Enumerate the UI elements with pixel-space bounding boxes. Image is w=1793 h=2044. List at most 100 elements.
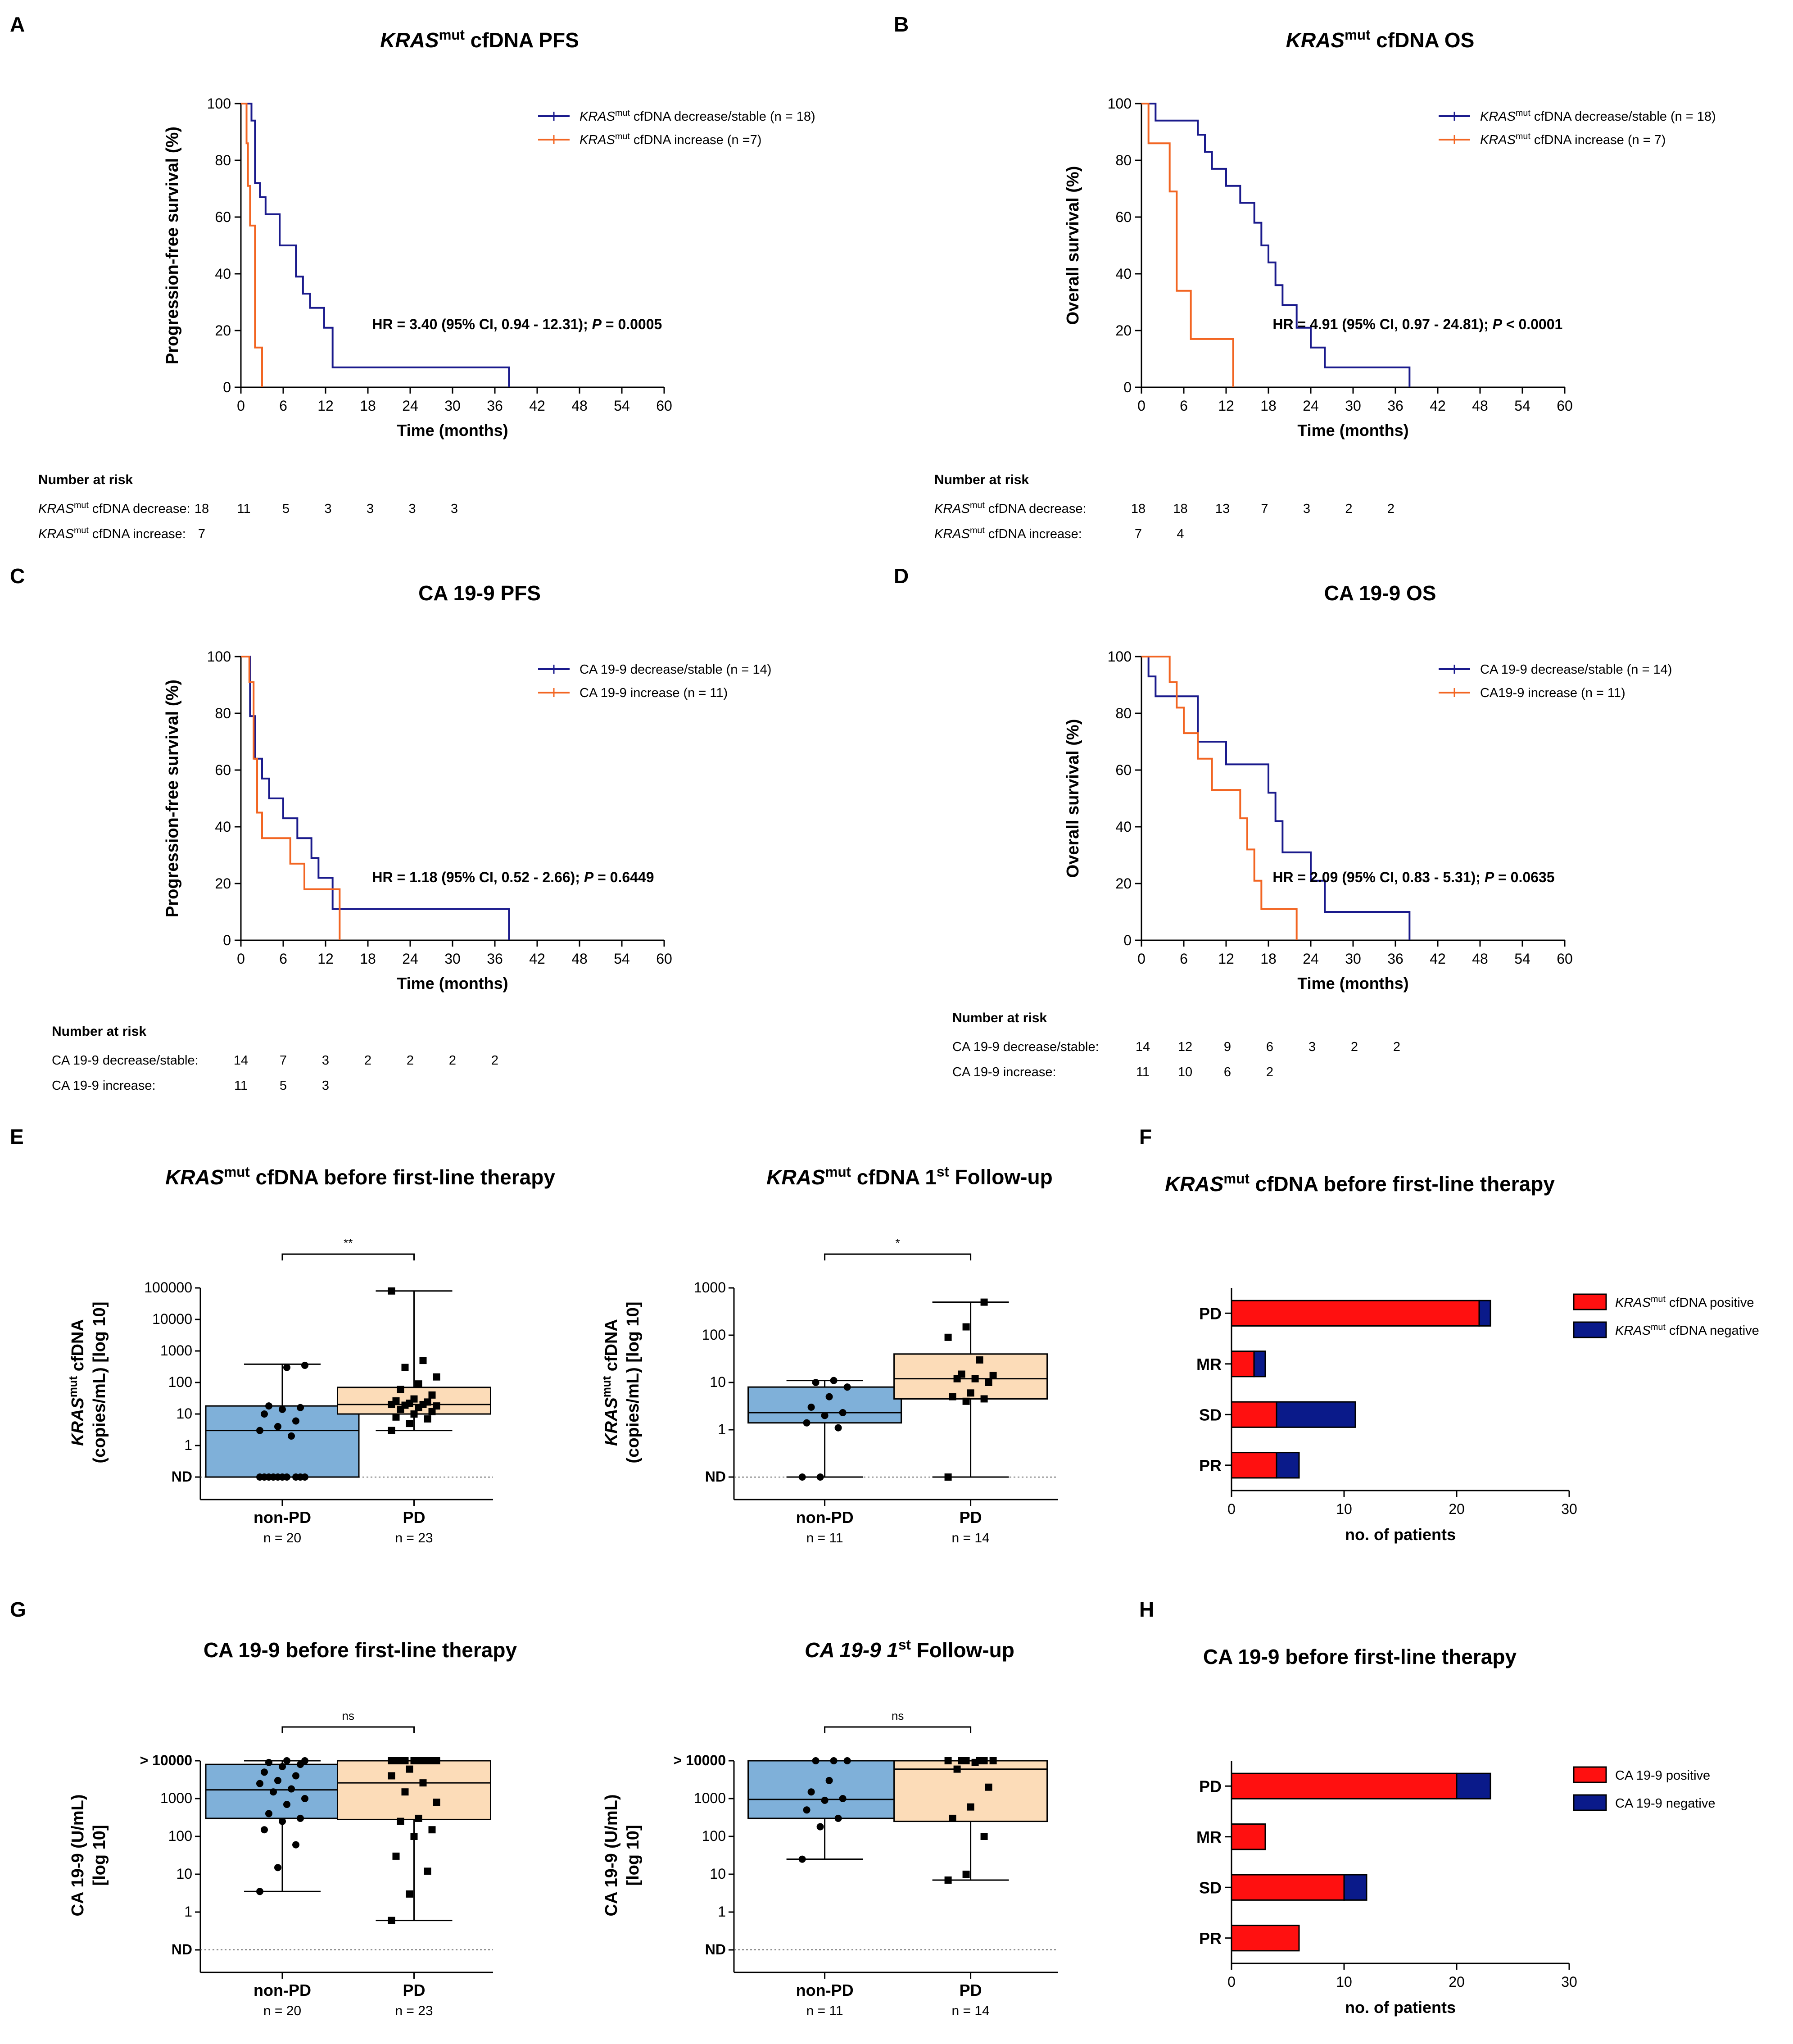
data-point [958, 1370, 965, 1378]
category-label: PR [1199, 1456, 1222, 1475]
p-value: = 0.0005 [602, 316, 662, 332]
data-point [424, 1398, 431, 1406]
x-tick-label: 12 [317, 951, 334, 967]
risk-value: 11 [237, 502, 250, 516]
x-tick-label: 6 [1180, 951, 1188, 967]
legend-swatch [1573, 1794, 1607, 1811]
legend-label-sup: mut [1651, 1294, 1666, 1304]
data-point [812, 1379, 820, 1386]
ylabel-sup: mut [67, 1376, 80, 1397]
risk-value: 7 [198, 527, 205, 541]
data-point [388, 1772, 395, 1780]
data-point [798, 1473, 806, 1481]
data-point [415, 1814, 422, 1822]
data-point [288, 1785, 295, 1793]
x-tick-label: 36 [487, 398, 503, 414]
y-tick-label: 10 [176, 1866, 192, 1882]
hr-annotation: HR = 1.18 (95% CI, 0.52 - 2.66); P = 0.6… [372, 869, 654, 885]
chart-title: CA 19-9 1st Follow-up [805, 1637, 1014, 1662]
y-axis-label: Overall survival (%) [1064, 166, 1082, 325]
group-label: non-PD [796, 1981, 854, 1999]
x-tick-label: 24 [1303, 398, 1319, 414]
y-tick-label: 10 [710, 1866, 726, 1882]
chart-title-sup: mut [825, 1164, 851, 1180]
risk-value: 2 [1387, 502, 1395, 516]
risk-value: 18 [1173, 502, 1187, 516]
risk-row-label-sup: mut [74, 526, 89, 535]
x-axis-label: no. of patients [1345, 1525, 1456, 1544]
box-iqr [205, 1763, 360, 1819]
chart-title-sup: mut [439, 27, 465, 43]
x-tick-label: 10 [1336, 1501, 1352, 1517]
x-tick-label: 36 [1387, 398, 1404, 414]
chart-title-rest2: Follow-up [949, 1165, 1053, 1189]
data-point [288, 1432, 295, 1440]
chart-title-main: CA 19-9 PFS [418, 581, 541, 605]
data-point [428, 1408, 436, 1415]
box-iqr [337, 1760, 491, 1820]
p-label: P [592, 316, 602, 332]
risk-header: Number at risk [52, 1024, 146, 1039]
x-tick-label: 24 [402, 398, 418, 414]
hr-annotation: HR = 3.40 (95% CI, 0.94 - 12.31); P = 0.… [372, 316, 662, 332]
x-tick-label: 48 [1472, 951, 1488, 967]
data-point [270, 1473, 277, 1481]
km-curve-1 [1141, 103, 1234, 387]
legend-label-rest: cfDNA increase (n = 7) [1530, 133, 1666, 147]
significance-bracket [824, 1726, 972, 1733]
legend-label-rest: cfDNA increase (n =7) [630, 133, 762, 147]
bar-segment-1 [1343, 1874, 1367, 1901]
risk-row-label: KRASmut cfDNA increase: [38, 526, 186, 541]
significance-label: ns [892, 1709, 904, 1722]
y-tick-label: 1 [718, 1421, 726, 1437]
data-point [419, 1357, 427, 1364]
y-tick-label: 1000 [694, 1790, 726, 1806]
y-tick-label: 100 [207, 95, 231, 112]
legend-label-main: CA19-9 increase (n = 11) [1480, 686, 1625, 700]
risk-row-label: CA 19-9 increase: [952, 1065, 1056, 1079]
data-point [392, 1413, 400, 1421]
chart-title-rest: cfDNA before first-line therapy [1250, 1172, 1555, 1196]
group-n-label: n = 23 [395, 2003, 433, 2018]
y-tick-label: 1 [718, 1904, 726, 1920]
legend-label: KRASmut cfDNA decrease/stable (n = 18) [580, 108, 815, 124]
x-tick-label: 42 [1430, 398, 1446, 414]
data-point [944, 1876, 952, 1884]
y-tick-label: 1000 [160, 1790, 192, 1806]
y-tick-label: 40 [1115, 819, 1132, 835]
y-tick-label: 100 [702, 1327, 726, 1343]
data-point [424, 1867, 431, 1875]
ylabel-rest: cfDNA [602, 1319, 621, 1376]
y-tick-label: 40 [1115, 266, 1132, 282]
data-point [265, 1402, 272, 1410]
data-point [962, 1871, 970, 1878]
x-tick-label: 0 [237, 951, 245, 967]
y-tick-label: ND [172, 1941, 192, 1958]
x-tick-label: 30 [1345, 951, 1361, 967]
x-tick-label: 18 [360, 951, 376, 967]
y-axis-label: Progression-free survival (%) [163, 680, 182, 917]
category-label: SD [1199, 1878, 1222, 1897]
data-point [424, 1415, 431, 1423]
risk-value: 3 [451, 502, 458, 516]
y-tick-label: 80 [215, 152, 231, 168]
x-tick-label: 18 [1260, 398, 1277, 414]
y-tick-label: ND [705, 1468, 726, 1485]
data-point [830, 1757, 838, 1764]
legend-label: CA 19-9 decrease/stable (n = 14) [1480, 662, 1672, 677]
data-point [292, 1417, 299, 1425]
y-tick-label: 0 [223, 932, 231, 948]
legend-label: KRASmut cfDNA increase (n = 7) [1480, 131, 1666, 147]
risk-value: 3 [322, 1053, 329, 1068]
data-point [839, 1795, 847, 1802]
x-tick-label: 20 [1449, 1501, 1465, 1517]
y-axis-label-line2: (copies/mL) [log 10] [624, 1302, 643, 1464]
risk-row-label: KRASmut cfDNA decrease: [38, 500, 190, 516]
box-iqr [893, 1353, 1048, 1400]
y-tick-label: 0 [1123, 932, 1132, 948]
data-point [415, 1380, 422, 1388]
risk-value: 2 [1266, 1065, 1273, 1079]
bar-segment-0 [1231, 1351, 1255, 1378]
y-axis-label-line2: [log 10] [90, 1825, 109, 1885]
risk-value: 18 [195, 502, 209, 516]
